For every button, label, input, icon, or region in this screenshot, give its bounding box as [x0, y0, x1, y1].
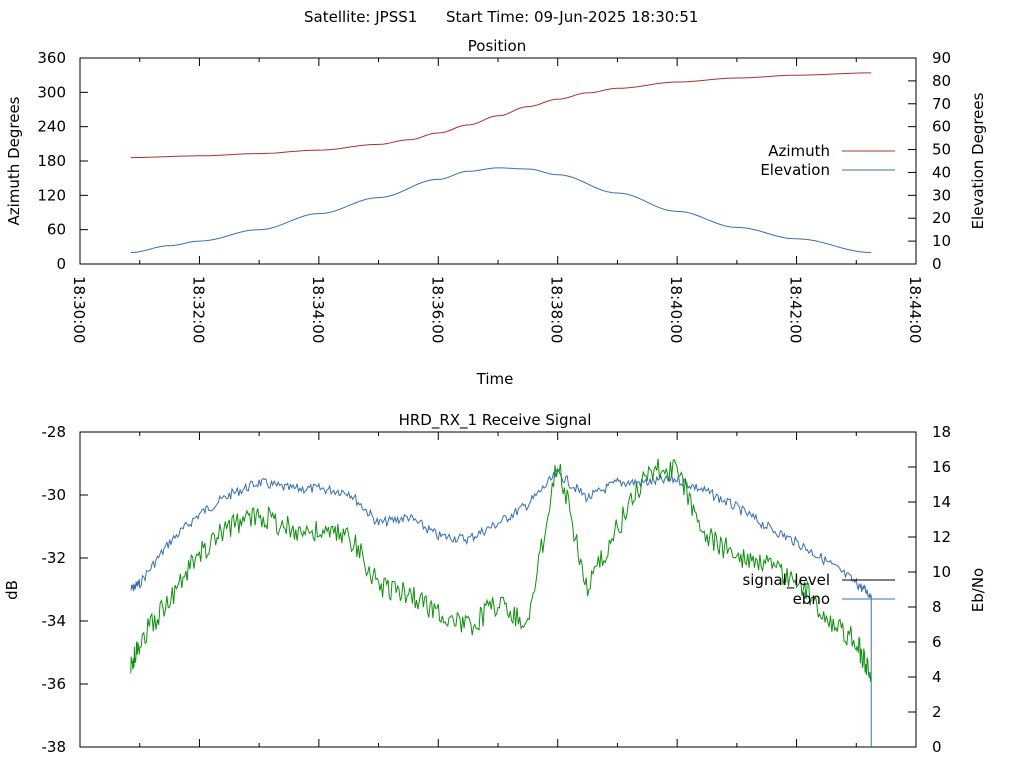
y2-tick-label: 60 [932, 118, 951, 136]
y2-tick-label: 18 [932, 423, 951, 441]
y-tick-label: -34 [42, 612, 67, 630]
series-line-azimuth [130, 72, 872, 159]
x-tick-label: 18:44:00 [906, 276, 924, 343]
position-chart: Position 0 60 120 180 240 300 360 0 10 20 30 40 50 60… [5, 37, 987, 388]
y2-tick-label: 40 [932, 163, 951, 181]
y2-tick-label: 12 [932, 528, 951, 546]
position-x-axis-label: Time [476, 370, 514, 388]
series-line-ebno [130, 458, 872, 682]
y2-tick-label: 10 [932, 232, 951, 250]
legend-label-signal-level: signal_level [742, 571, 830, 590]
receive-signal-chart: HRD_RX_1 Receive Signal -38 -36 -34 -32 -30 -… [3, 411, 987, 756]
series-line-elevation [130, 167, 872, 254]
y-tick-label: 240 [37, 118, 66, 136]
legend-label-azimuth: Azimuth [768, 142, 830, 160]
x-tick-label: 18:32:00 [189, 276, 207, 343]
y2-tick-label: 50 [932, 141, 951, 159]
y2-tick-label: 0 [932, 255, 942, 273]
y-tick-label: 360 [37, 49, 66, 67]
y-tick-label: 120 [37, 186, 66, 204]
y-tick-label: -38 [42, 738, 67, 756]
signal-y2-axis-label: Eb/No [969, 568, 987, 612]
y2-tick-label: 20 [932, 209, 951, 227]
y-tick-label: 300 [37, 83, 66, 101]
position-legend: Azimuth Elevation [760, 142, 895, 179]
x-tick-label: 18:30:00 [70, 276, 88, 343]
legend-label-elevation: Elevation [760, 161, 830, 179]
y-tick-label: 180 [37, 152, 66, 170]
position-y2-axis-label: Elevation Degrees [969, 92, 987, 229]
y-tick-label: -30 [42, 486, 67, 504]
position-y-axis-label: Azimuth Degrees [5, 96, 23, 225]
y2-tick-label: 30 [932, 186, 951, 204]
y2-tick-label: 2 [932, 703, 942, 721]
signal-plot-frame [79, 431, 917, 748]
start-time-label: Start Time: 09-Jun-2025 18:30:51 [446, 8, 698, 26]
y-tick-label: -32 [42, 549, 67, 567]
y-tick-label: -28 [42, 423, 67, 441]
y2-tick-label: 16 [932, 458, 951, 476]
x-tick-label: 18:42:00 [787, 276, 805, 343]
x-tick-label: 18:38:00 [548, 276, 566, 343]
x-tick-label: 18:36:00 [428, 276, 446, 343]
signal-y-axis-label: dB [3, 580, 21, 600]
y2-tick-label: 10 [932, 563, 951, 581]
y-tick-label: 60 [47, 221, 66, 239]
y2-tick-label: 70 [932, 95, 951, 113]
position-chart-title: Position [468, 37, 526, 55]
y-tick-label: -36 [42, 675, 67, 693]
x-tick-label: 18:34:00 [309, 276, 327, 343]
y2-tick-label: 6 [932, 633, 942, 651]
series-line-signal-level [130, 467, 872, 747]
y2-tick-label: 14 [932, 493, 951, 511]
y2-tick-label: 80 [932, 72, 951, 90]
signal-legend: signal_level ebno [742, 571, 895, 608]
satellite-label: Satellite: JPSS1 [304, 8, 417, 26]
y2-tick-label: 90 [932, 49, 951, 67]
y2-tick-label: 0 [932, 738, 942, 756]
legend-label-ebno: ebno [793, 590, 830, 608]
receive-signal-chart-title: HRD_RX_1 Receive Signal [399, 411, 592, 430]
y2-tick-label: 4 [932, 668, 942, 686]
y2-tick-label: 8 [932, 598, 942, 616]
x-tick-label: 18:40:00 [667, 276, 685, 343]
y-tick-label: 0 [56, 255, 66, 273]
